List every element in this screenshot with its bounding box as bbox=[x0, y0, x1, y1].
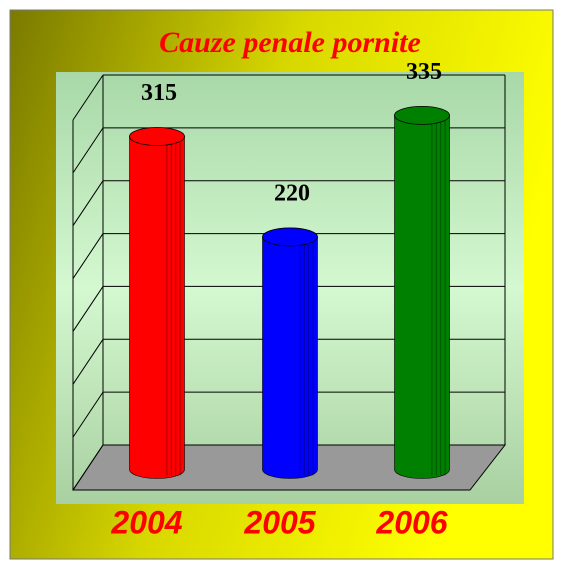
grid-line bbox=[72, 286, 104, 332]
grid-line bbox=[72, 233, 104, 279]
chart-title: Cauze penale pornite bbox=[159, 26, 421, 59]
bar-top bbox=[129, 127, 185, 146]
bar-top bbox=[394, 105, 450, 125]
x-tick-label: 2006 bbox=[375, 504, 447, 540]
value-label: 335 bbox=[406, 59, 442, 85]
grid-line bbox=[72, 74, 104, 121]
bar-top bbox=[262, 227, 318, 247]
grid-line bbox=[72, 127, 104, 174]
grid-line bbox=[72, 339, 104, 385]
x-tick-label: 2005 bbox=[243, 504, 316, 540]
grid-line bbox=[72, 444, 104, 491]
value-label: 220 bbox=[274, 180, 310, 206]
grid-line bbox=[72, 180, 104, 226]
value-label: 315 bbox=[141, 80, 177, 106]
bar bbox=[262, 236, 318, 479]
x-tick-label: 2004 bbox=[110, 504, 182, 540]
bar bbox=[394, 115, 450, 479]
bar bbox=[129, 136, 185, 479]
grid-line bbox=[72, 391, 104, 438]
